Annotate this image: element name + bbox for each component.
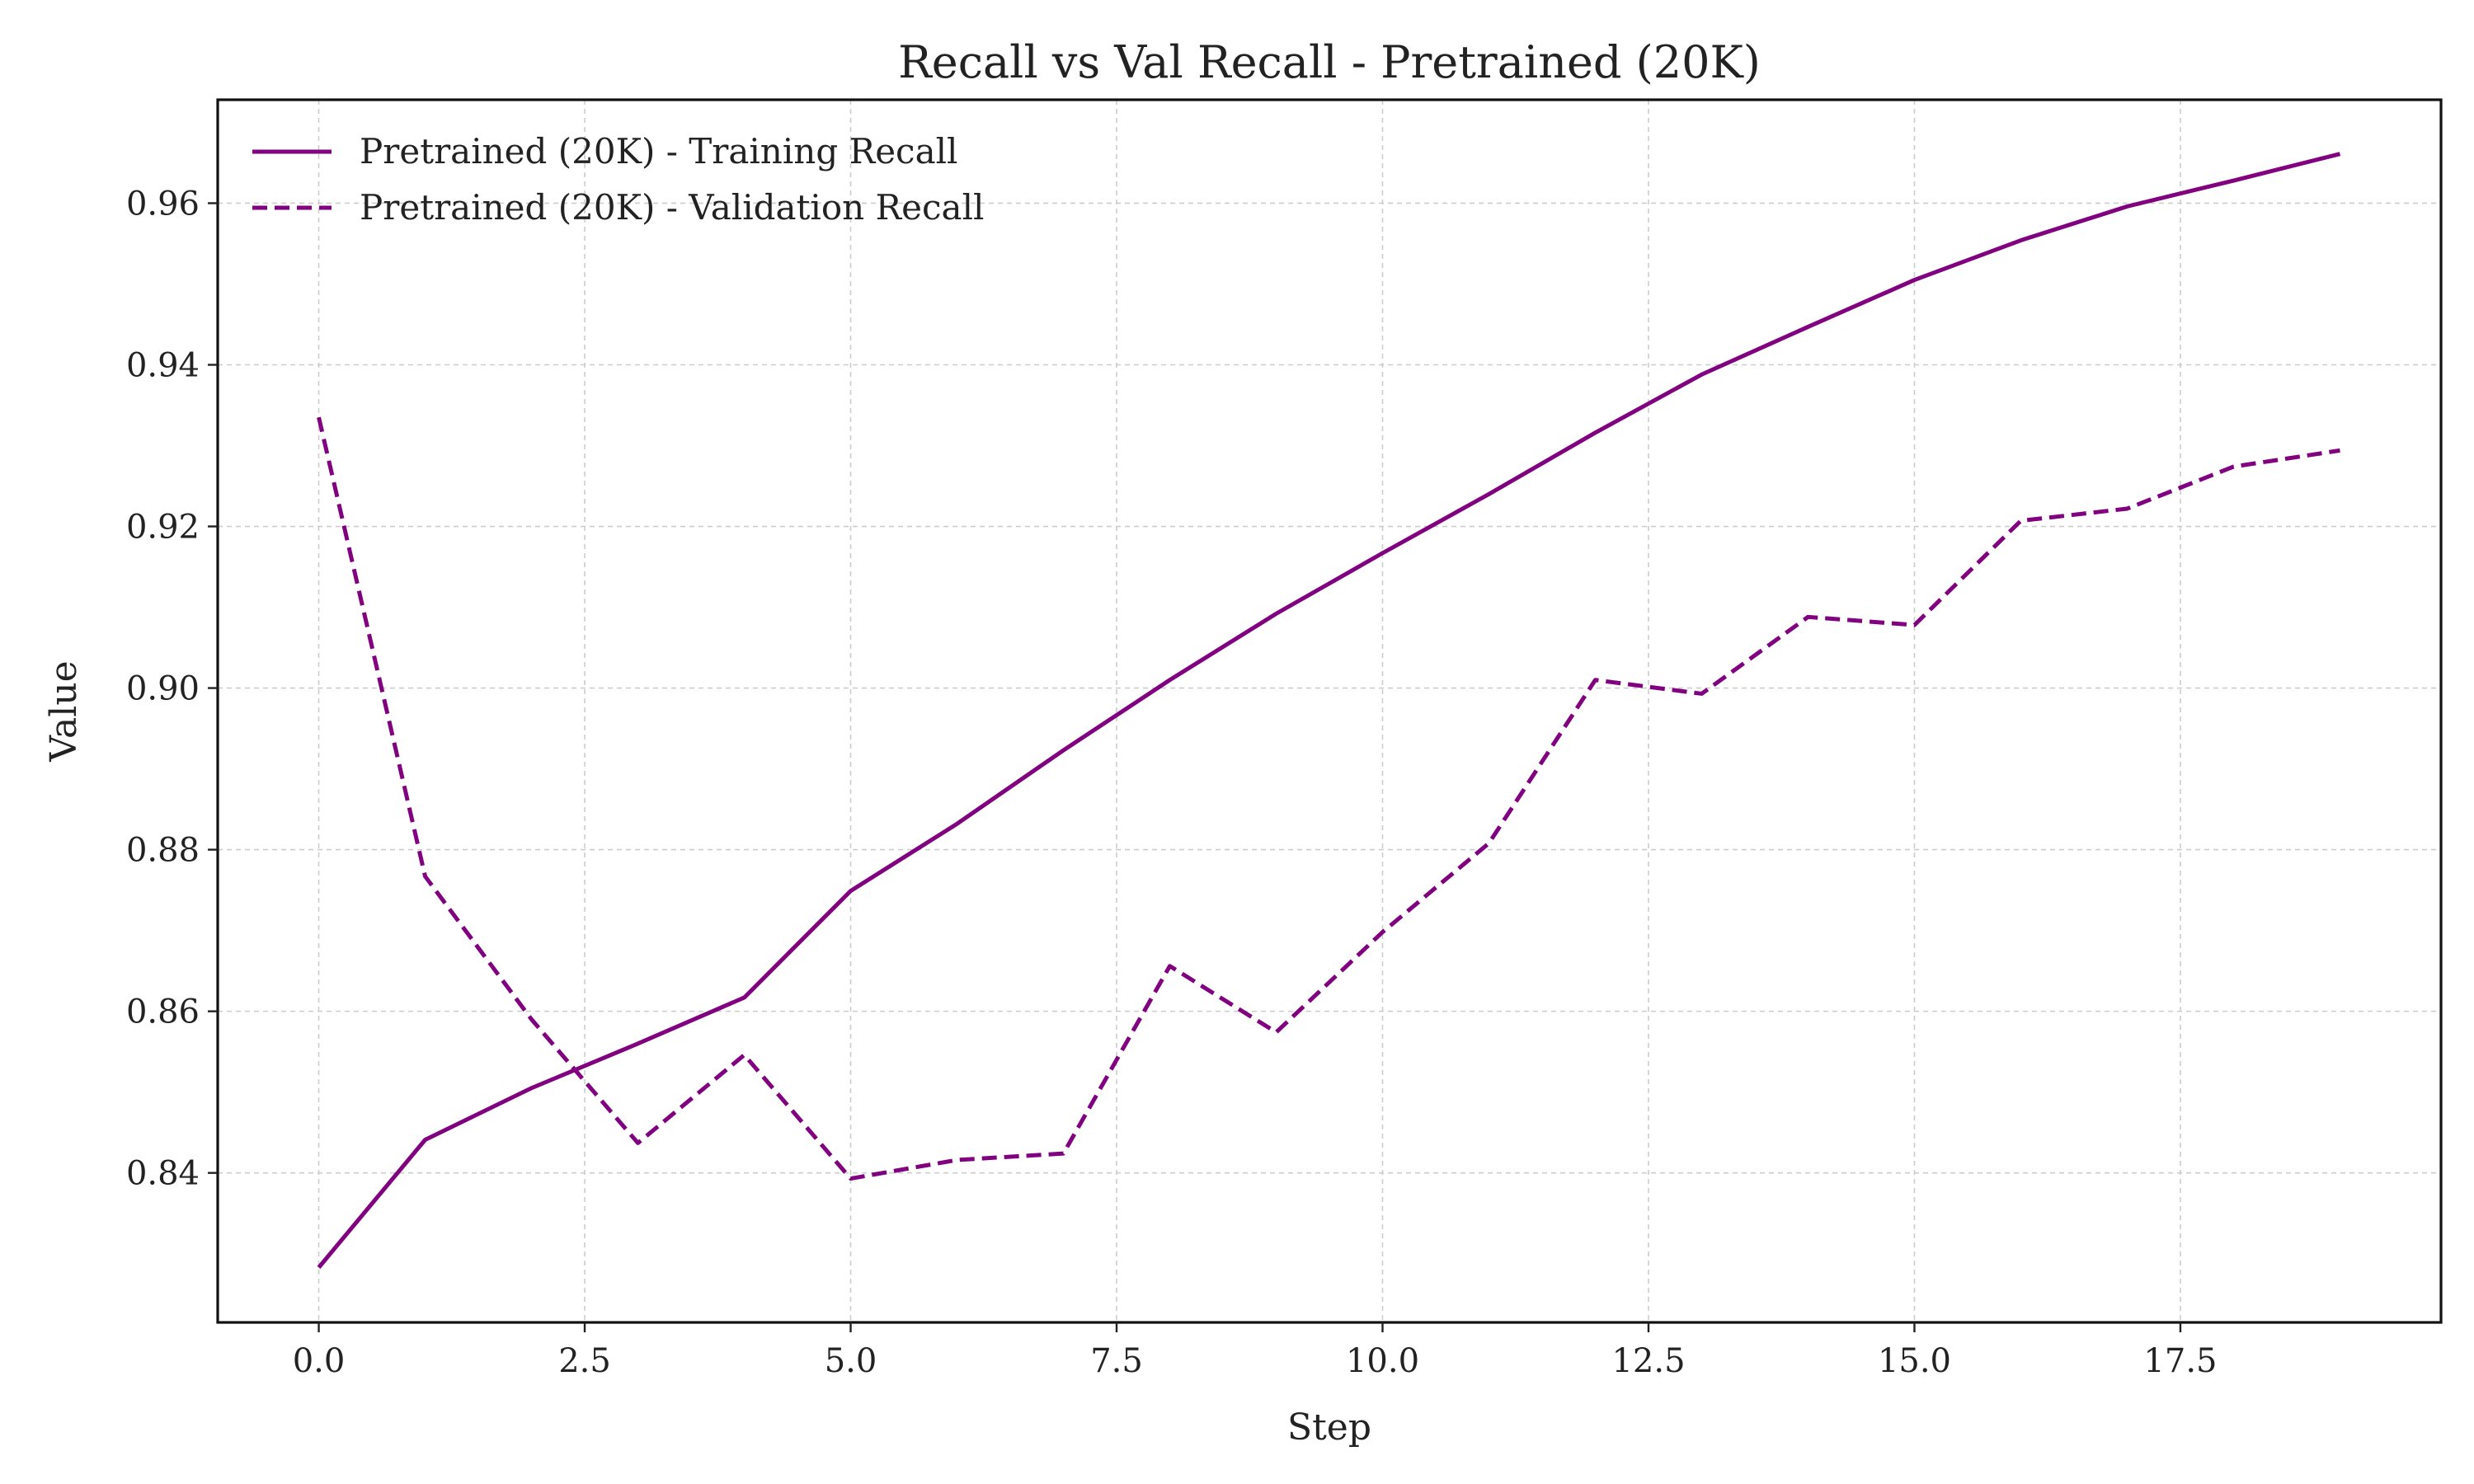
x-tick-label: 2.5 bbox=[558, 1342, 611, 1380]
grid bbox=[218, 100, 2441, 1322]
chart-title: Recall vs Val Recall - Pretrained (20K) bbox=[898, 36, 1761, 88]
y-tick-label: 0.90 bbox=[126, 670, 200, 708]
x-tick-label: 10.0 bbox=[1346, 1342, 1419, 1380]
series-line-training-recall bbox=[317, 152, 2341, 1269]
x-tick-label: 15.0 bbox=[1878, 1342, 1951, 1380]
x-tick-label: 5.0 bbox=[825, 1342, 877, 1380]
y-tick-label: 0.88 bbox=[126, 832, 200, 870]
legend: Pretrained (20K) - Training Recall Pretr… bbox=[252, 131, 984, 228]
y-tick-label: 0.92 bbox=[126, 509, 200, 547]
x-axis-label: Step bbox=[1287, 1407, 1371, 1449]
y-tick-label: 0.86 bbox=[126, 993, 200, 1031]
axis-ticks: 0.0 2.5 5.0 7.5 10.0 12.5 15.0 17.5 0.84 0.86 0.88… bbox=[126, 185, 2218, 1380]
series-layer bbox=[317, 152, 2341, 1269]
y-axis-label: Value bbox=[43, 660, 85, 762]
x-tick-label: 12.5 bbox=[1611, 1342, 1685, 1380]
x-tick-label: 7.5 bbox=[1090, 1342, 1143, 1380]
plot-frame bbox=[216, 98, 2443, 1324]
x-tick-label: 0.0 bbox=[293, 1342, 346, 1380]
y-tick-label: 0.94 bbox=[126, 346, 200, 384]
x-tick-label: 17.5 bbox=[2143, 1342, 2217, 1380]
y-tick-label: 0.96 bbox=[126, 185, 200, 223]
series-line-validation-recall bbox=[317, 416, 2340, 1181]
legend-label-validation: Pretrained (20K) - Validation Recall bbox=[360, 187, 984, 228]
y-tick-label: 0.84 bbox=[126, 1155, 200, 1193]
legend-label-training: Pretrained (20K) - Training Recall bbox=[360, 131, 957, 171]
